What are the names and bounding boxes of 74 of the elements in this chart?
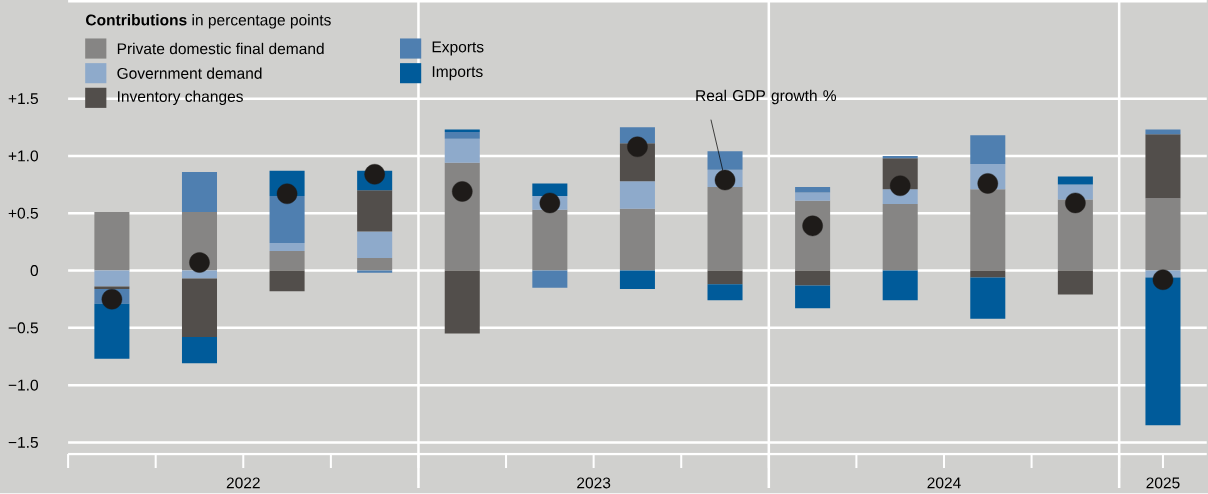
bar	[619, 208, 655, 271]
bar	[1145, 198, 1181, 271]
bar	[444, 132, 480, 139]
legend-label: Government demand	[117, 67, 262, 80]
bar	[795, 192, 831, 201]
bar	[795, 285, 831, 309]
bar	[1145, 277, 1181, 426]
bar	[181, 172, 218, 213]
point	[276, 183, 298, 205]
y-tick-label: −1.5	[8, 437, 38, 449]
bar	[94, 304, 130, 360]
point	[1065, 192, 1086, 214]
bar	[619, 270, 655, 290]
bar	[1057, 270, 1093, 295]
bar	[181, 278, 218, 338]
y-tick-label: 0	[30, 265, 39, 277]
bar	[357, 231, 393, 259]
bar	[94, 212, 130, 271]
y-tick-label: +0.5	[8, 207, 38, 219]
bar	[357, 258, 393, 271]
point	[452, 181, 473, 202]
bar	[532, 270, 568, 288]
bar	[181, 270, 218, 279]
x-tick-label: 2023	[577, 477, 611, 489]
point	[889, 175, 911, 197]
bar	[269, 251, 305, 271]
bar	[970, 135, 1006, 165]
bar	[707, 284, 743, 301]
bar	[1057, 199, 1093, 271]
bar	[707, 270, 743, 285]
point	[802, 215, 823, 237]
bar	[532, 210, 568, 271]
bar	[970, 189, 1006, 271]
bar	[1057, 176, 1093, 185]
x-tick-label: 2025	[1146, 477, 1180, 489]
bar	[970, 277, 1006, 319]
legend-label: Imports	[432, 66, 483, 81]
bar	[269, 243, 305, 252]
point	[539, 192, 561, 214]
bar	[444, 163, 480, 271]
legend-label: Private domestic final demand	[117, 43, 324, 55]
point	[714, 169, 736, 191]
bar	[181, 337, 218, 364]
legend-label: Inventory changes	[118, 90, 243, 106]
bar	[795, 270, 831, 286]
bar	[269, 270, 305, 292]
point	[101, 289, 123, 310]
point	[977, 173, 999, 194]
bar	[707, 151, 743, 170]
point	[627, 136, 648, 158]
bar	[94, 270, 130, 287]
bar	[444, 270, 480, 334]
y-tick-label: −0.5	[8, 322, 38, 334]
y-tick-label: +1.5	[8, 93, 38, 105]
bar	[357, 190, 393, 232]
legend-label: Exports	[432, 41, 484, 56]
bar	[1145, 134, 1181, 199]
annotation: Real GDP growth %	[696, 89, 837, 105]
x-tick-label: 2022	[226, 477, 260, 489]
y-tick-label: −1.0	[8, 379, 39, 391]
bar	[619, 181, 655, 209]
bar	[444, 138, 480, 164]
x-tick-label: 2024	[927, 477, 961, 489]
bar	[882, 204, 918, 271]
bar	[532, 183, 568, 197]
point	[189, 252, 210, 274]
point	[364, 164, 385, 185]
bar	[795, 187, 831, 193]
bar	[882, 270, 918, 301]
legend-title: Contributions in percentage points	[86, 14, 331, 29]
bar	[707, 187, 743, 271]
point	[1152, 269, 1174, 291]
y-tick-label: +1.0	[8, 150, 39, 162]
bar	[269, 196, 305, 244]
